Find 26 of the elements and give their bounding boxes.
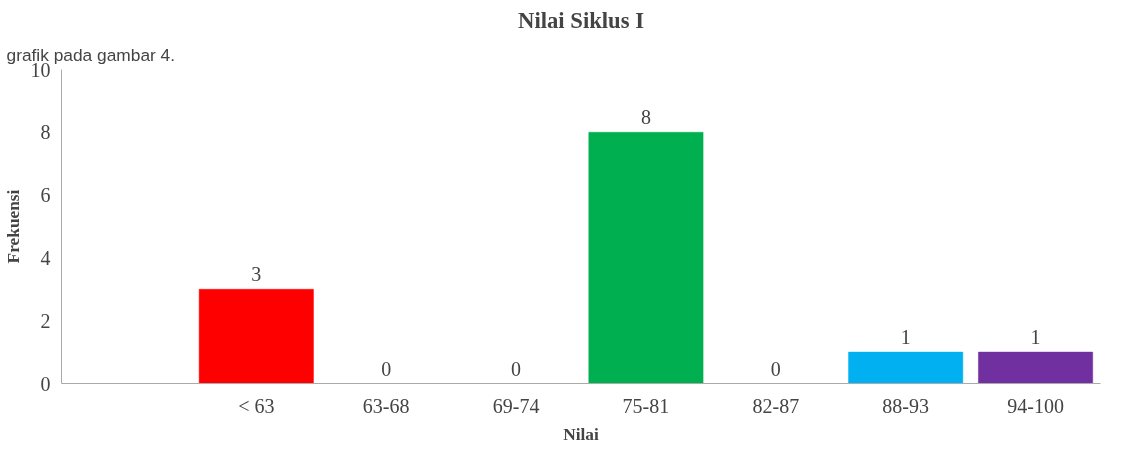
data-label: 1 — [1030, 326, 1041, 349]
x-tick-label: 88-93 — [882, 394, 930, 417]
x-tick-label: 75-81 — [622, 394, 670, 417]
data-label: 0 — [770, 357, 781, 380]
x-axis-title: Nilai — [563, 424, 599, 444]
x-tick-label: 69-74 — [492, 394, 540, 417]
x-tick-label: < 63 — [238, 394, 275, 417]
y-tick-label: 4 — [40, 246, 51, 269]
data-label: 0 — [511, 357, 522, 380]
chart-title: Nilai Siklus I — [518, 7, 645, 33]
y-tick-label: 8 — [40, 121, 51, 144]
x-tick-label: 94-100 — [1007, 394, 1064, 417]
bar — [978, 351, 1093, 384]
x-tick-label: 63-68 — [362, 394, 410, 417]
bar — [198, 289, 314, 384]
data-label: 0 — [381, 357, 392, 380]
data-label: 8 — [640, 106, 651, 129]
bar — [848, 351, 964, 384]
data-label: 1 — [900, 326, 911, 349]
y-tick-label: 0 — [40, 372, 51, 395]
y-tick-label: 2 — [40, 309, 51, 332]
y-axis-title: Frekuensi — [3, 189, 23, 264]
y-tick-label: 6 — [40, 184, 51, 207]
bar — [588, 132, 704, 384]
data-label: 3 — [251, 263, 262, 286]
x-tick-label: 82-87 — [752, 394, 800, 417]
